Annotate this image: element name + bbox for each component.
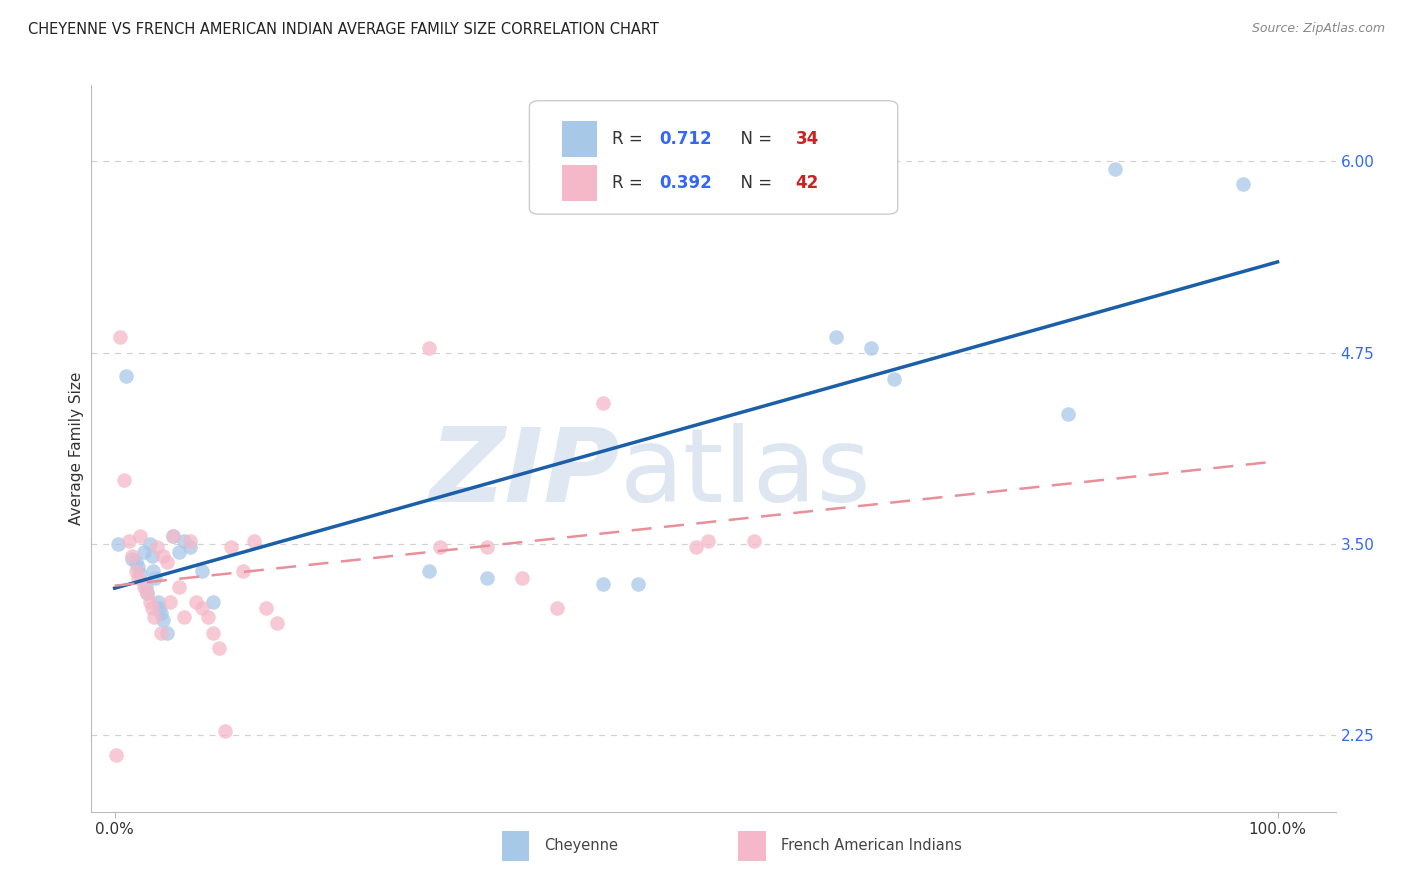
- Point: [150, 606, 173, 620]
- Point: [202, 625, 225, 640]
- Text: Cheyenne: Cheyenne: [544, 838, 619, 854]
- Point: [145, 540, 167, 554]
- Bar: [502, 830, 530, 861]
- FancyBboxPatch shape: [530, 101, 897, 214]
- Point: [184, 595, 207, 609]
- Point: [136, 586, 159, 600]
- Text: 0.392: 0.392: [659, 174, 711, 192]
- Point: [191, 601, 214, 615]
- Point: [179, 533, 201, 548]
- Point: [546, 601, 568, 615]
- Bar: [562, 165, 596, 201]
- Point: [1104, 161, 1126, 176]
- Point: [254, 601, 277, 615]
- Point: [1232, 178, 1254, 192]
- Point: [127, 570, 149, 584]
- Point: [156, 625, 179, 640]
- Point: [142, 565, 165, 579]
- Point: [132, 544, 155, 558]
- Text: R =: R =: [612, 174, 648, 192]
- Point: [475, 570, 498, 584]
- Text: ZIP: ZIP: [430, 423, 620, 524]
- Y-axis label: Average Family Size: Average Family Size: [69, 372, 84, 524]
- Point: [141, 549, 163, 563]
- Point: [883, 371, 905, 385]
- Point: [124, 555, 146, 569]
- Point: [429, 540, 451, 554]
- Point: [859, 341, 882, 355]
- Point: [150, 625, 173, 640]
- Point: [115, 368, 138, 383]
- Point: [129, 529, 152, 543]
- Text: R =: R =: [612, 130, 648, 148]
- Point: [167, 580, 190, 594]
- Point: [266, 616, 288, 631]
- Text: Source: ZipAtlas.com: Source: ZipAtlas.com: [1251, 22, 1385, 36]
- Point: [592, 396, 614, 410]
- Point: [138, 595, 160, 609]
- Point: [127, 559, 149, 574]
- Point: [173, 610, 195, 624]
- Point: [167, 544, 190, 558]
- Point: [824, 330, 846, 344]
- Point: [136, 586, 159, 600]
- Point: [107, 537, 129, 551]
- Point: [156, 555, 179, 569]
- Point: [162, 529, 184, 543]
- Text: 0.712: 0.712: [659, 130, 711, 148]
- Bar: [562, 121, 596, 157]
- Point: [592, 576, 614, 591]
- Text: French American Indians: French American Indians: [780, 838, 962, 854]
- Point: [1057, 407, 1080, 421]
- Text: 42: 42: [796, 174, 818, 192]
- Text: N =: N =: [730, 130, 778, 148]
- Point: [121, 552, 143, 566]
- Point: [232, 565, 254, 579]
- Point: [152, 614, 174, 628]
- Point: [418, 341, 440, 355]
- Point: [202, 595, 225, 609]
- Point: [219, 540, 242, 554]
- Bar: [738, 830, 766, 861]
- Point: [197, 610, 219, 624]
- Point: [696, 533, 718, 548]
- Point: [208, 640, 231, 655]
- Point: [510, 570, 533, 584]
- Point: [143, 610, 166, 624]
- Point: [132, 580, 155, 594]
- Point: [121, 549, 143, 563]
- Point: [141, 601, 163, 615]
- Point: [148, 601, 170, 615]
- Point: [627, 576, 650, 591]
- Text: 34: 34: [796, 130, 818, 148]
- Point: [124, 565, 146, 579]
- Text: CHEYENNE VS FRENCH AMERICAN INDIAN AVERAGE FAMILY SIZE CORRELATION CHART: CHEYENNE VS FRENCH AMERICAN INDIAN AVERA…: [28, 22, 659, 37]
- Point: [135, 580, 157, 594]
- Point: [117, 533, 139, 548]
- Point: [243, 533, 266, 548]
- Point: [143, 570, 166, 584]
- Point: [179, 540, 201, 554]
- Point: [112, 473, 135, 487]
- Point: [418, 565, 440, 579]
- Text: atlas: atlas: [620, 423, 872, 524]
- Text: N =: N =: [730, 174, 778, 192]
- Point: [742, 533, 765, 548]
- Point: [191, 565, 214, 579]
- Point: [159, 595, 181, 609]
- Point: [104, 748, 127, 763]
- Point: [685, 540, 707, 554]
- Point: [110, 330, 132, 344]
- Point: [173, 533, 195, 548]
- Point: [214, 723, 236, 738]
- Point: [138, 537, 160, 551]
- Point: [129, 567, 152, 582]
- Point: [162, 529, 184, 543]
- Point: [475, 540, 498, 554]
- Point: [152, 549, 174, 563]
- Point: [146, 595, 169, 609]
